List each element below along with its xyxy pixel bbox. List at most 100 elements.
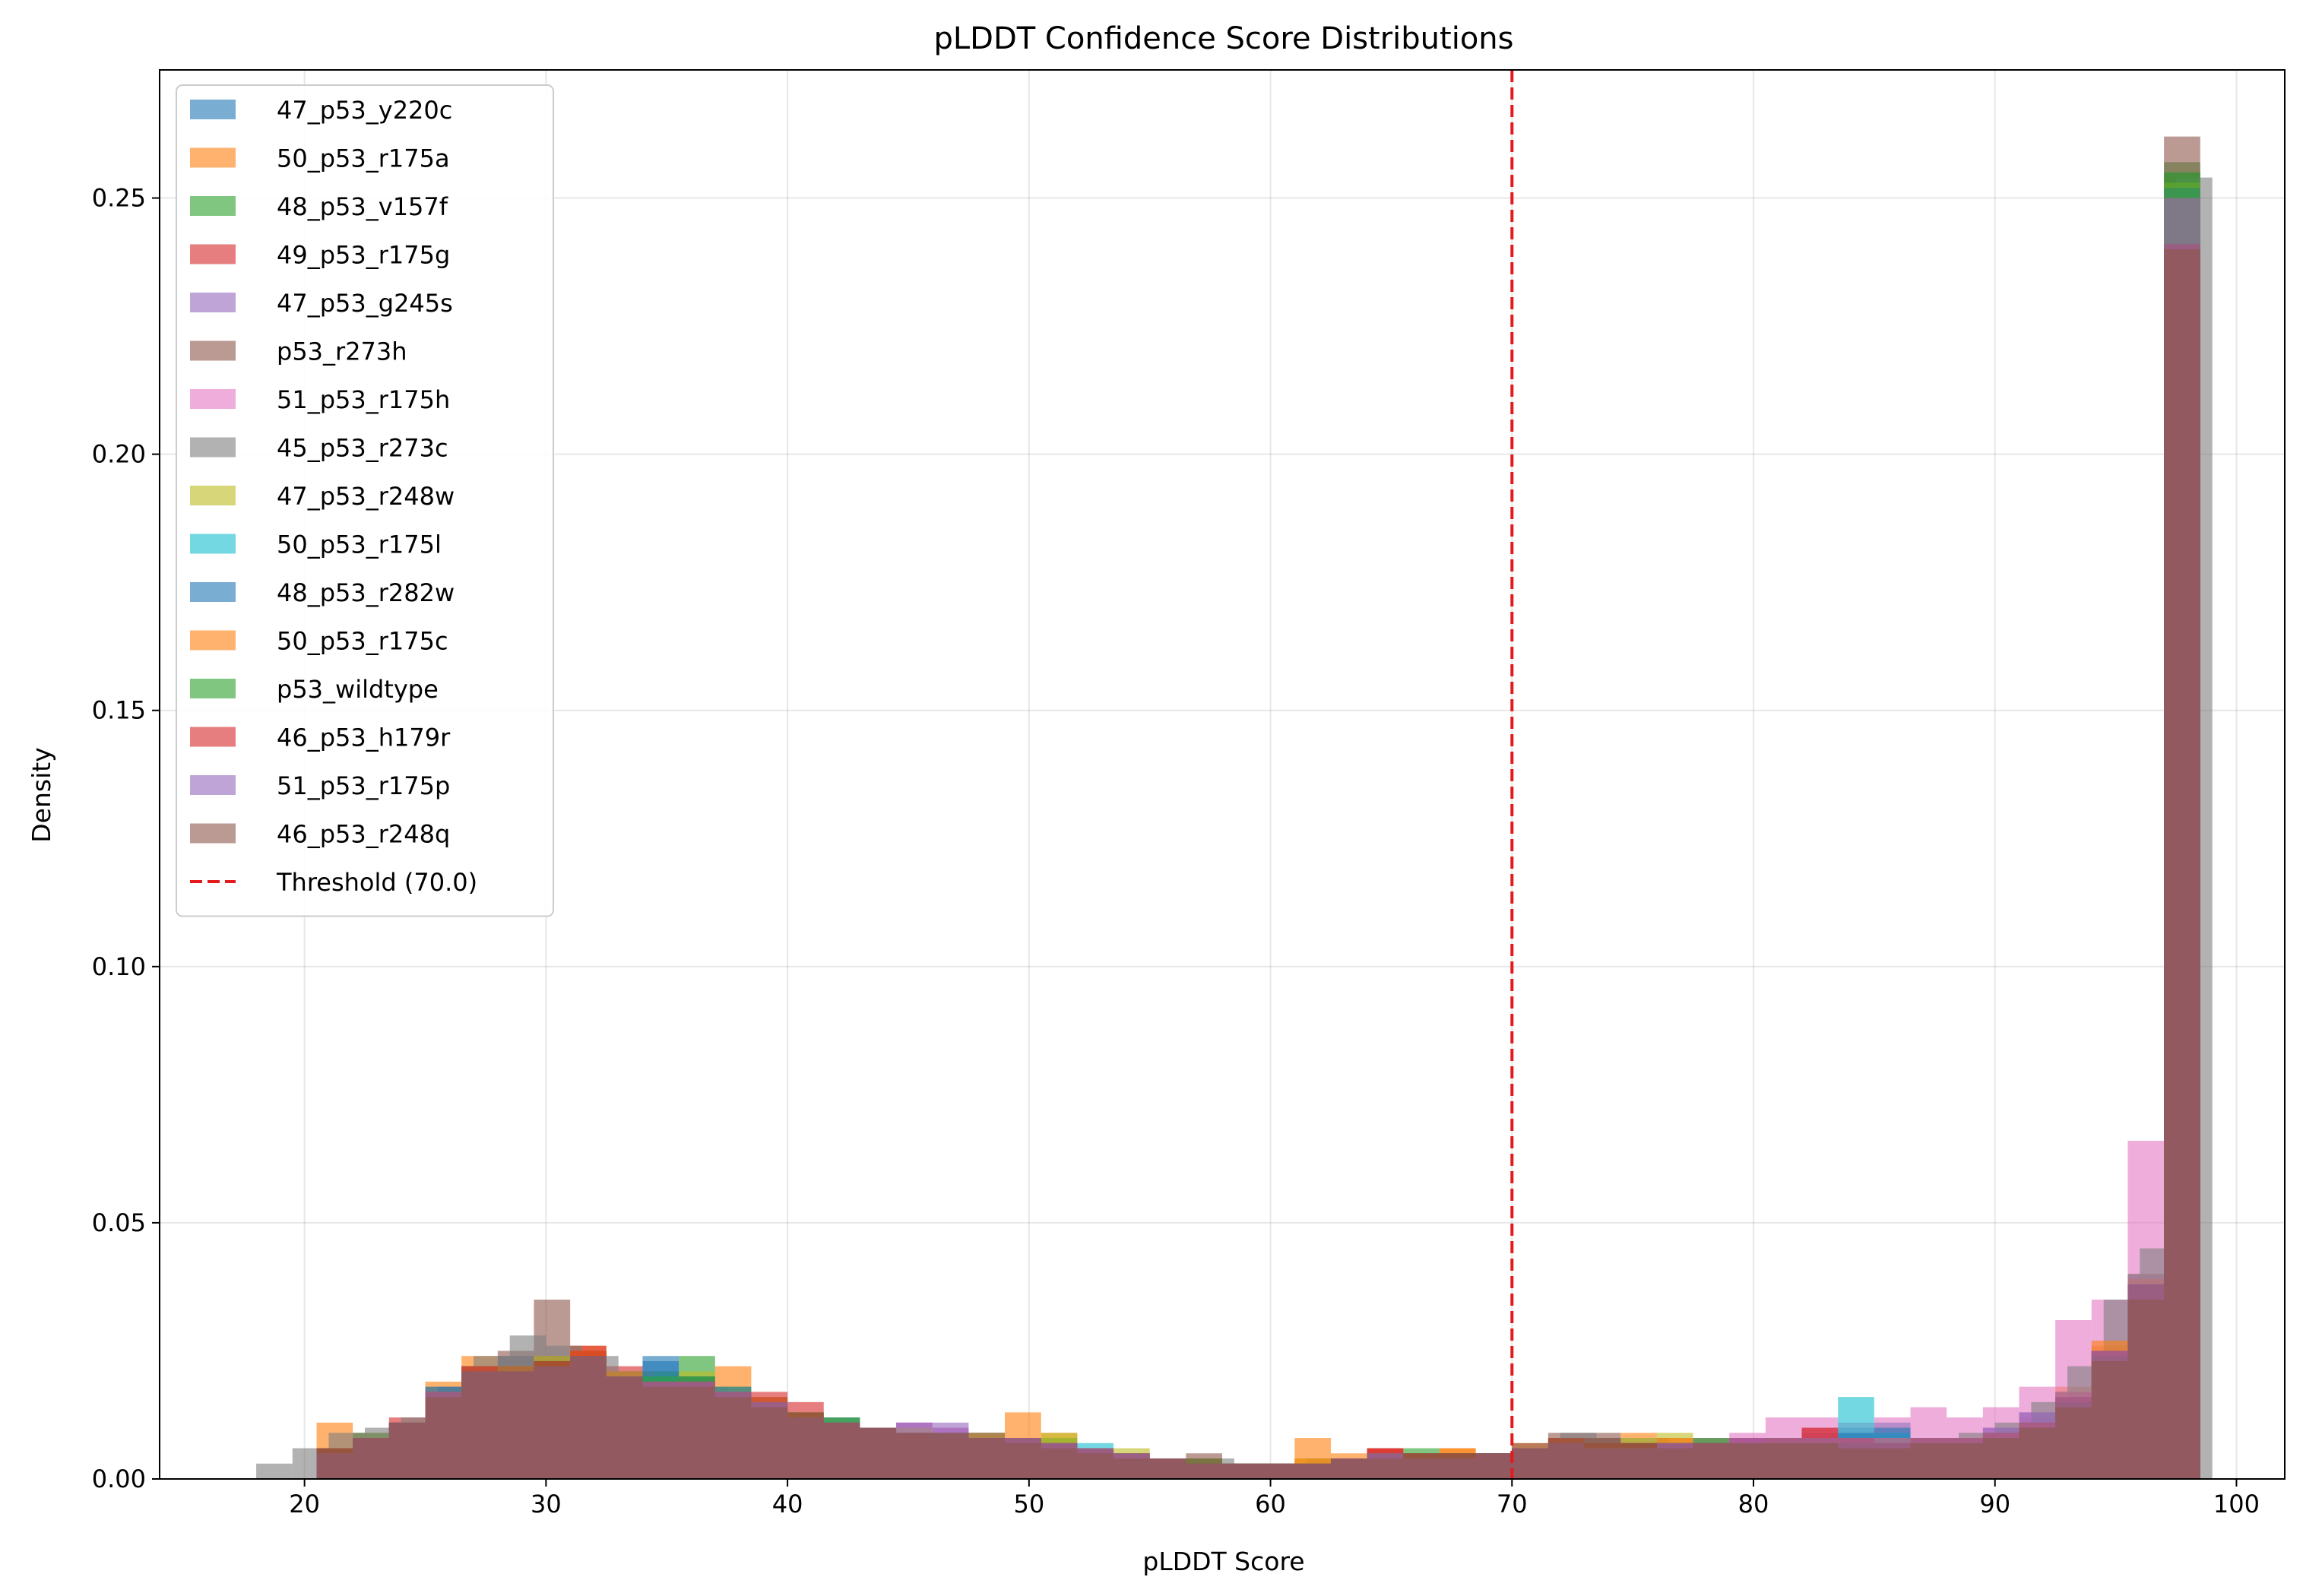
histogram-bar: [2127, 1300, 2165, 1479]
histogram-bar: [1584, 1438, 1621, 1479]
histogram-bar: [461, 1371, 498, 1479]
x-axis-ticks: 20 30 40 50 60 70 80 90 100: [289, 1479, 2260, 1518]
histogram-bar: [932, 1433, 969, 1479]
histogram-bar: [316, 1448, 353, 1479]
histogram-bar: [1222, 1463, 1259, 1479]
legend-swatch: [190, 437, 236, 458]
y-tick-label: 0.00: [92, 1465, 146, 1493]
legend-swatch: [190, 293, 236, 312]
histogram-bar: [968, 1438, 1006, 1479]
histogram-bar: [1041, 1448, 1078, 1479]
histogram-bar: [787, 1417, 824, 1479]
legend-label: p53_r273h: [277, 337, 407, 366]
histogram-bar: [1475, 1453, 1513, 1479]
x-tick-label: 90: [1979, 1490, 2010, 1518]
y-tick-label: 0.05: [92, 1208, 146, 1237]
histogram-bar: [896, 1433, 933, 1479]
legend-swatch: [190, 582, 236, 602]
histogram-bar: [606, 1376, 643, 1479]
y-tick-label: 0.10: [92, 952, 146, 981]
legend-label: 47_p53_r248w: [277, 482, 455, 511]
histogram-bar: [1186, 1458, 1222, 1479]
legend-label: 46_p53_r248q: [277, 820, 450, 849]
histogram-bar: [714, 1397, 752, 1479]
histogram-bar: [2019, 1427, 2056, 1479]
y-tick-label: 0.20: [92, 440, 146, 469]
legend-label: 46_p53_h179r: [277, 724, 451, 752]
histogram-bar: [823, 1422, 860, 1479]
legend-swatch: [190, 147, 236, 168]
legend-swatch: [190, 775, 236, 795]
histogram-bar: [353, 1438, 389, 1479]
legend-label: 50_p53_r175l: [277, 530, 442, 559]
y-tick-label: 0.15: [92, 696, 146, 725]
chart-title: pLDDT Confidence Score Distributions: [934, 21, 1514, 56]
histogram-bar: [1910, 1442, 1947, 1479]
histogram-bar: [1077, 1453, 1114, 1479]
histogram-bar: [1258, 1463, 1295, 1479]
legend-label: 47_p53_y220c: [277, 96, 452, 125]
x-tick-label: 60: [1255, 1490, 1286, 1518]
histogram-bar: [534, 1366, 571, 1479]
legend-threshold-label: Threshold (70.0): [276, 868, 477, 897]
legend-label: p53_wildtype: [277, 675, 439, 704]
histogram-bar: [497, 1366, 534, 1479]
histogram-bar: [1656, 1448, 1693, 1479]
legend-swatch: [190, 679, 236, 698]
histogram-bar: [1982, 1438, 2019, 1479]
histogram-bar: [425, 1397, 462, 1479]
histogram-bar: [1439, 1453, 1476, 1479]
x-tick-label: 80: [1738, 1490, 1769, 1518]
histogram-bar: [1801, 1442, 1839, 1479]
x-tick-label: 50: [1013, 1490, 1044, 1518]
x-tick-label: 70: [1497, 1490, 1528, 1518]
legend-swatch: [190, 630, 236, 651]
histogram-bar: [1693, 1442, 1730, 1479]
x-tick-label: 100: [2213, 1490, 2260, 1518]
histogram-bar: [1947, 1442, 1983, 1479]
histogram-bars: [256, 136, 2213, 1480]
histogram-bar: [256, 1463, 293, 1479]
legend-label: 47_p53_g245s: [277, 289, 453, 318]
histogram-bar: [860, 1427, 897, 1479]
x-tick-label: 20: [289, 1490, 320, 1518]
histogram-bar: [1838, 1448, 1874, 1479]
plot-frame: [159, 69, 2286, 1480]
legend-box: [176, 84, 554, 917]
histogram-bar: [1367, 1458, 1404, 1479]
histogram-bar: [1149, 1458, 1186, 1479]
legend-label: 50_p53_r175a: [277, 144, 450, 173]
histogram-bar: [2091, 1360, 2128, 1479]
histogram-bar: [1330, 1458, 1367, 1479]
y-axis-label: Density: [27, 747, 56, 842]
histogram-bar: [1113, 1458, 1150, 1479]
x-axis-label: pLDDT Score: [1142, 1547, 1304, 1576]
x-tick-label: 30: [531, 1490, 562, 1518]
histogram-bar: [1620, 1442, 1657, 1479]
x-tick-label: 40: [772, 1490, 803, 1518]
legend-swatch: [190, 727, 236, 747]
y-tick-label: 0.25: [92, 184, 146, 213]
legend-swatch: [190, 823, 236, 844]
legend-swatch: [190, 196, 236, 216]
histogram-bar: [1874, 1448, 1911, 1479]
histogram-bar: [570, 1356, 607, 1479]
legend: 47_p53_y220c 50_p53_r175a 48_p53_v157f 49_p…: [176, 84, 554, 917]
y-axis-ticks: 0.00 0.05 0.10 0.15 0.20 0.25: [92, 184, 160, 1493]
legend-label: 45_p53_r273c: [277, 434, 448, 463]
legend-label: 49_p53_r175g: [277, 241, 450, 270]
histogram-bar: [1547, 1438, 1585, 1479]
legend-label: 50_p53_r175c: [277, 627, 448, 656]
legend-label: 51_p53_r175p: [277, 771, 450, 800]
legend-label: 51_p53_r175h: [277, 385, 450, 414]
histogram-bar: [1765, 1442, 1802, 1479]
legend-swatch: [190, 534, 236, 554]
histogram-bar: [2055, 1407, 2092, 1479]
histogram-bar: [642, 1386, 679, 1479]
histogram-bar: [2164, 249, 2200, 1479]
legend-swatch: [190, 340, 236, 361]
legend-swatch: [190, 389, 236, 409]
legend-label: 48_p53_r282w: [277, 578, 455, 607]
series-46_p53_r248q: [316, 249, 2200, 1479]
